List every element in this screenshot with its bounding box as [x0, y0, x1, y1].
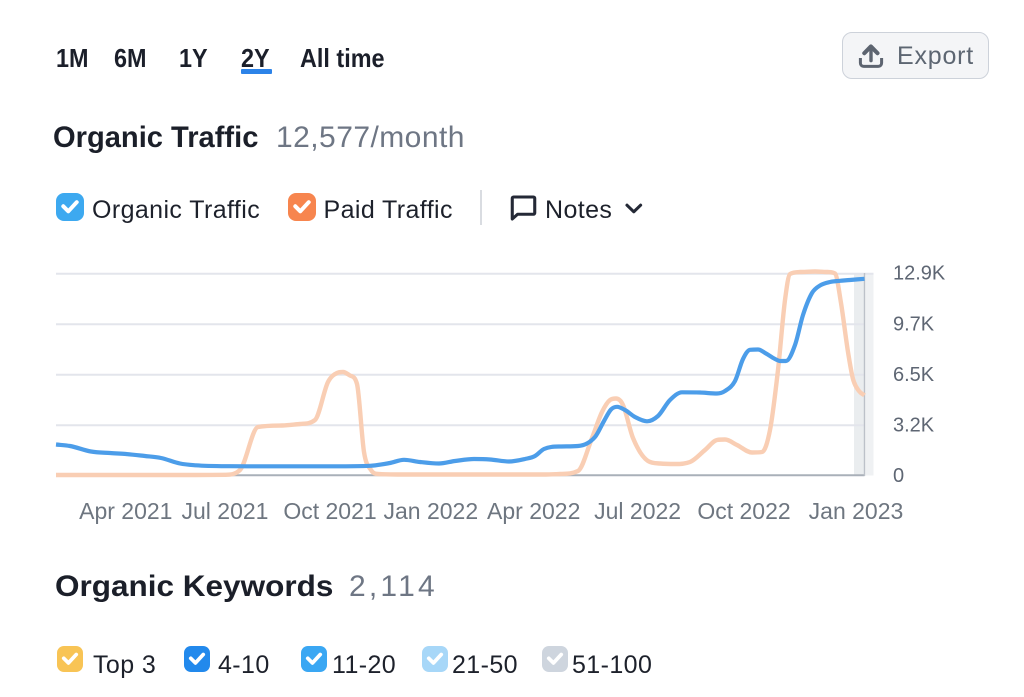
svg-text:Oct 2021: Oct 2021: [283, 498, 376, 524]
svg-text:12.9K: 12.9K: [893, 262, 946, 284]
svg-text:3.2K: 3.2K: [893, 415, 935, 437]
svg-text:Jul 2022: Jul 2022: [594, 498, 681, 524]
svg-text:Apr 2021: Apr 2021: [79, 498, 172, 524]
svg-text:0: 0: [893, 465, 904, 487]
svg-text:Jan 2023: Jan 2023: [809, 498, 904, 524]
svg-text:Jul 2021: Jul 2021: [182, 498, 269, 524]
svg-text:Apr 2022: Apr 2022: [487, 498, 580, 524]
svg-text:Oct 2022: Oct 2022: [697, 498, 790, 524]
svg-text:6.5K: 6.5K: [893, 364, 935, 386]
svg-text:Jan 2022: Jan 2022: [383, 498, 478, 524]
svg-text:9.7K: 9.7K: [893, 314, 935, 336]
